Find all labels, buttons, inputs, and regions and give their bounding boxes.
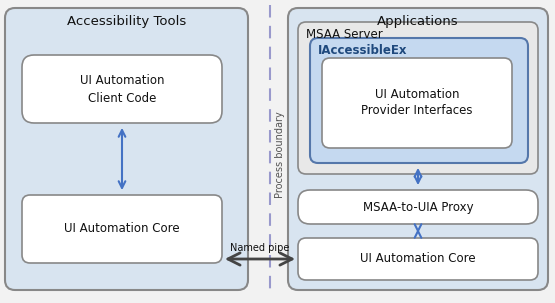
Text: MSAA Server: MSAA Server	[306, 28, 383, 41]
Text: Accessibility Tools: Accessibility Tools	[67, 15, 186, 28]
FancyBboxPatch shape	[310, 38, 528, 163]
Text: MSAA-to-UIA Proxy: MSAA-to-UIA Proxy	[362, 201, 473, 214]
Text: UI Automation Core: UI Automation Core	[360, 252, 476, 265]
Text: Process boundary: Process boundary	[275, 112, 285, 198]
FancyBboxPatch shape	[22, 55, 222, 123]
FancyBboxPatch shape	[5, 8, 248, 290]
Text: Provider Interfaces: Provider Interfaces	[361, 105, 473, 118]
Text: UI Automation: UI Automation	[80, 74, 164, 86]
Text: UI Automation Core: UI Automation Core	[64, 222, 180, 235]
FancyBboxPatch shape	[298, 238, 538, 280]
Text: Client Code: Client Code	[88, 92, 156, 105]
Text: UI Automation: UI Automation	[375, 88, 459, 102]
FancyBboxPatch shape	[298, 190, 538, 224]
Text: Named pipe: Named pipe	[230, 243, 290, 253]
Text: IAccessibleEx: IAccessibleEx	[318, 44, 407, 56]
FancyBboxPatch shape	[288, 8, 548, 290]
Text: Applications: Applications	[377, 15, 459, 28]
FancyBboxPatch shape	[22, 195, 222, 263]
FancyBboxPatch shape	[298, 22, 538, 174]
FancyBboxPatch shape	[322, 58, 512, 148]
